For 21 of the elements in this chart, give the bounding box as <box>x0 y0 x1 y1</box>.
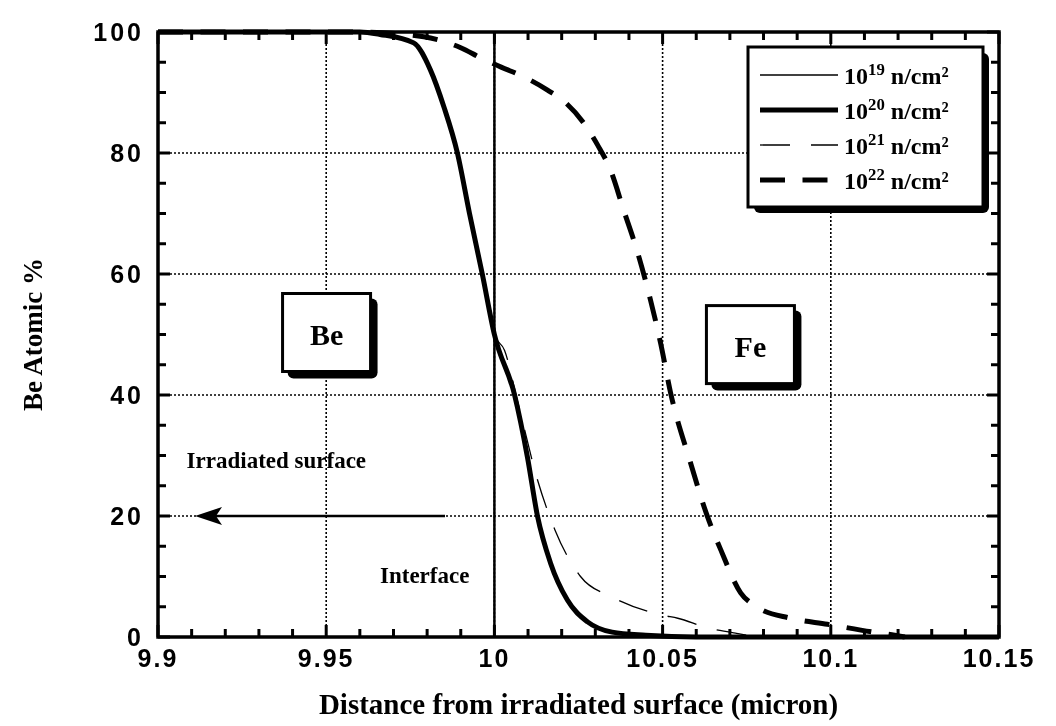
legend-label: 10$^{19}$ n/cm² <box>844 59 949 89</box>
y-tick-label: 40 <box>110 381 144 409</box>
y-tick-label: 80 <box>110 139 144 167</box>
annotation: Be <box>309 317 344 351</box>
y-axis-title: Be Atomic % <box>18 258 48 411</box>
legend-label: 10$^{22}$ n/cm² <box>844 164 949 194</box>
legend-label: 10$^{21}$ n/cm² <box>844 129 949 159</box>
y-tick-label: 100 <box>93 18 144 46</box>
y-tick-label: 60 <box>110 260 144 288</box>
annotation: Fe <box>734 329 767 363</box>
x-tick-label: 10.15 <box>962 644 1036 672</box>
x-tick-label: 10 <box>478 644 511 672</box>
x-tick-label: 10.1 <box>802 644 860 672</box>
annotation: Irradiated surface <box>186 447 367 473</box>
ref-line-label: Interface <box>379 562 470 588</box>
legend-label: 10$^{20}$ n/cm² <box>844 94 949 124</box>
x-axis-title: Distance from irradiated surface (micron) <box>318 688 839 721</box>
y-tick-label: 20 <box>110 502 144 530</box>
x-tick-label: 9.9 <box>137 644 179 672</box>
x-tick-label: 9.95 <box>297 644 355 672</box>
x-tick-label: 10.05 <box>626 644 699 672</box>
